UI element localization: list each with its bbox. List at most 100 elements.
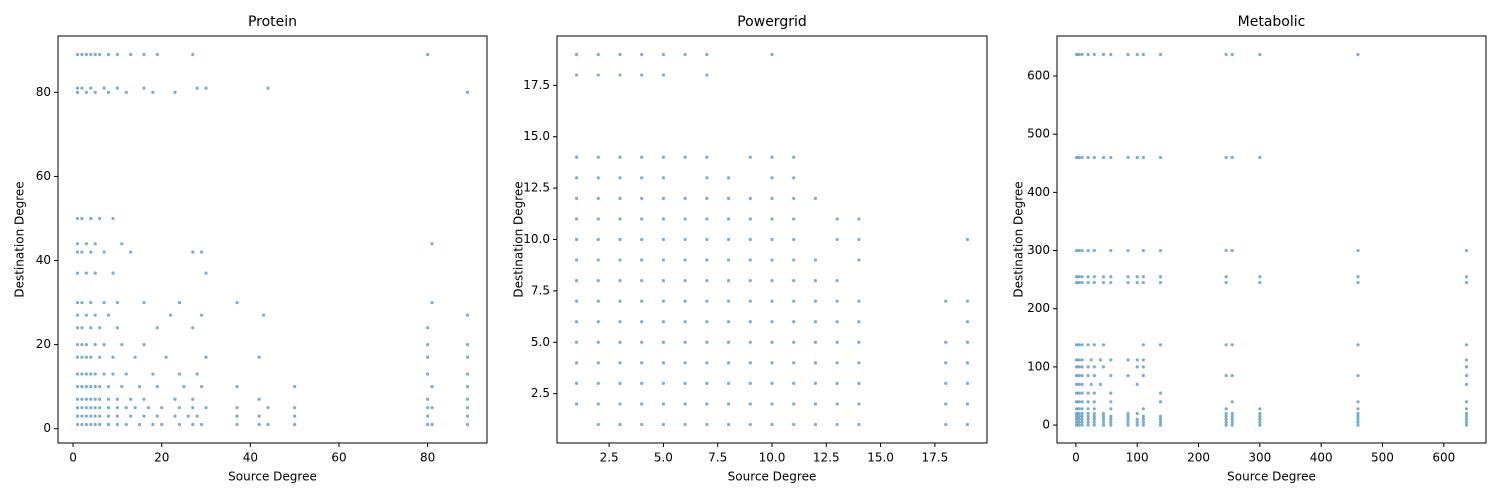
scatter-point: [1077, 365, 1081, 369]
scatter-point: [84, 52, 88, 57]
scatter-point: [857, 217, 861, 221]
scatter-point: [640, 52, 644, 57]
scatter-point: [835, 361, 839, 365]
scatter-point: [640, 258, 644, 262]
scatter-point: [1080, 280, 1084, 285]
scatter-point: [102, 372, 106, 376]
scatter-point: [430, 385, 434, 389]
subplot-title: Protein: [248, 14, 297, 30]
y-tick-label: 0: [43, 421, 51, 435]
scatter-point: [1258, 414, 1262, 418]
scatter-point: [748, 155, 752, 159]
scatter-point: [137, 422, 142, 427]
scatter-point: [80, 326, 84, 330]
scatter-point: [1101, 414, 1106, 418]
scatter-point: [1086, 365, 1090, 369]
scatter-point: [683, 422, 687, 427]
scatter-point: [683, 258, 687, 262]
scatter-point: [792, 361, 796, 365]
scatter-point: [235, 414, 239, 418]
scatter-point: [1126, 248, 1130, 253]
scatter-point: [1080, 423, 1084, 427]
scatter-point: [1158, 417, 1163, 421]
scatter-point: [748, 361, 752, 365]
scatter-point: [465, 422, 470, 427]
scatter-point: [120, 385, 124, 389]
scatter-point: [102, 343, 106, 347]
scatter-point: [1080, 52, 1084, 57]
scatter-point: [75, 326, 80, 330]
scatter-point: [574, 402, 579, 406]
scatter-point: [748, 299, 752, 303]
scatter-point: [160, 406, 164, 410]
scatter-point: [1101, 343, 1106, 347]
scatter-point: [574, 340, 579, 344]
scatter-point: [770, 361, 774, 365]
subplot-title: Metabolic: [1238, 14, 1306, 30]
scatter-point: [1141, 155, 1145, 160]
scatter-point: [75, 86, 80, 90]
scatter-point: [80, 422, 84, 427]
scatter-point: [1077, 275, 1081, 279]
scatter-point: [770, 176, 774, 180]
scatter-point: [1258, 417, 1262, 421]
scatter-point: [1141, 343, 1145, 347]
scatter-point: [813, 340, 818, 344]
scatter-point: [465, 355, 470, 359]
scatter-point: [1077, 52, 1081, 57]
scatter-point: [726, 176, 731, 180]
scatter-point: [596, 155, 600, 159]
scatter-point: [726, 217, 731, 221]
scatter-point: [640, 381, 644, 385]
scatter-point: [111, 355, 115, 359]
scatter-point: [1464, 420, 1469, 424]
scatter-point: [1080, 365, 1084, 369]
scatter-point: [106, 397, 111, 401]
scatter-point: [640, 361, 644, 365]
scatter-point: [618, 320, 622, 324]
scatter-point: [705, 279, 709, 283]
scatter-point: [1109, 407, 1113, 411]
scatter-point: [1101, 411, 1106, 416]
scatter-point: [574, 320, 579, 324]
scatter-point: [1074, 420, 1079, 424]
scatter-point: [1258, 155, 1262, 160]
scatter-point: [944, 381, 948, 385]
scatter-point: [965, 381, 970, 385]
scatter-point: [89, 355, 93, 359]
scatter-point: [80, 355, 84, 359]
scatter-point: [770, 52, 774, 57]
scatter-point: [89, 385, 93, 389]
scatter-point: [155, 414, 159, 418]
scatter-point: [106, 406, 111, 410]
scatter-point: [1141, 407, 1145, 411]
scatter-point: [792, 196, 796, 200]
scatter-point: [640, 217, 644, 221]
scatter-point: [1141, 358, 1145, 362]
scatter-point: [770, 422, 774, 427]
scatter-point: [75, 414, 80, 418]
scatter-point: [857, 402, 861, 406]
scatter-point: [618, 299, 622, 303]
scatter-point: [465, 397, 470, 401]
scatter-point: [1074, 343, 1079, 347]
scatter-point: [1074, 407, 1079, 411]
scatter-point: [75, 406, 80, 410]
scatter-point: [80, 52, 84, 57]
scatter-point: [835, 402, 839, 406]
y-tick-label: 5.0: [531, 335, 550, 349]
scatter-point: [813, 422, 818, 427]
scatter-point: [124, 372, 128, 376]
scatter-point: [1074, 411, 1079, 416]
scatter-point: [770, 340, 774, 344]
scatter-point: [1258, 420, 1262, 424]
scatter-point: [75, 300, 80, 305]
scatter-point: [1258, 411, 1262, 416]
scatter-point: [661, 196, 666, 200]
scatter-point: [1089, 382, 1093, 386]
scatter-point: [618, 196, 622, 200]
scatter-point: [266, 86, 270, 90]
scatter-point: [98, 52, 102, 57]
scatter-point: [835, 299, 839, 303]
scatter-point: [266, 422, 270, 427]
